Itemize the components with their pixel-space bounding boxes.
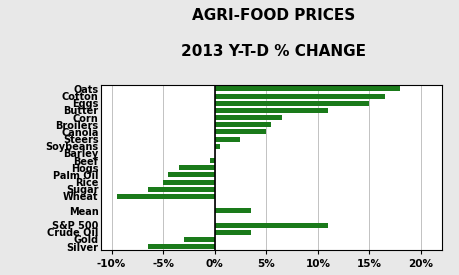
Bar: [214, 115, 281, 120]
Text: AGRI-FOOD PRICES: AGRI-FOOD PRICES: [192, 8, 354, 23]
Bar: [214, 230, 250, 235]
Bar: [168, 172, 214, 177]
Text: 2013 Y-T-D % CHANGE: 2013 Y-T-D % CHANGE: [181, 44, 365, 59]
Bar: [147, 187, 214, 192]
Bar: [214, 129, 266, 134]
Bar: [214, 94, 384, 98]
Bar: [214, 86, 399, 91]
Bar: [163, 180, 214, 185]
Bar: [209, 158, 214, 163]
Bar: [183, 237, 214, 242]
Bar: [214, 101, 369, 106]
Bar: [214, 223, 327, 228]
Bar: [117, 194, 214, 199]
Bar: [214, 208, 250, 213]
Bar: [214, 108, 327, 113]
Bar: [178, 165, 214, 170]
Bar: [214, 137, 240, 142]
Bar: [214, 122, 271, 127]
Bar: [147, 244, 214, 249]
Bar: [214, 144, 219, 149]
